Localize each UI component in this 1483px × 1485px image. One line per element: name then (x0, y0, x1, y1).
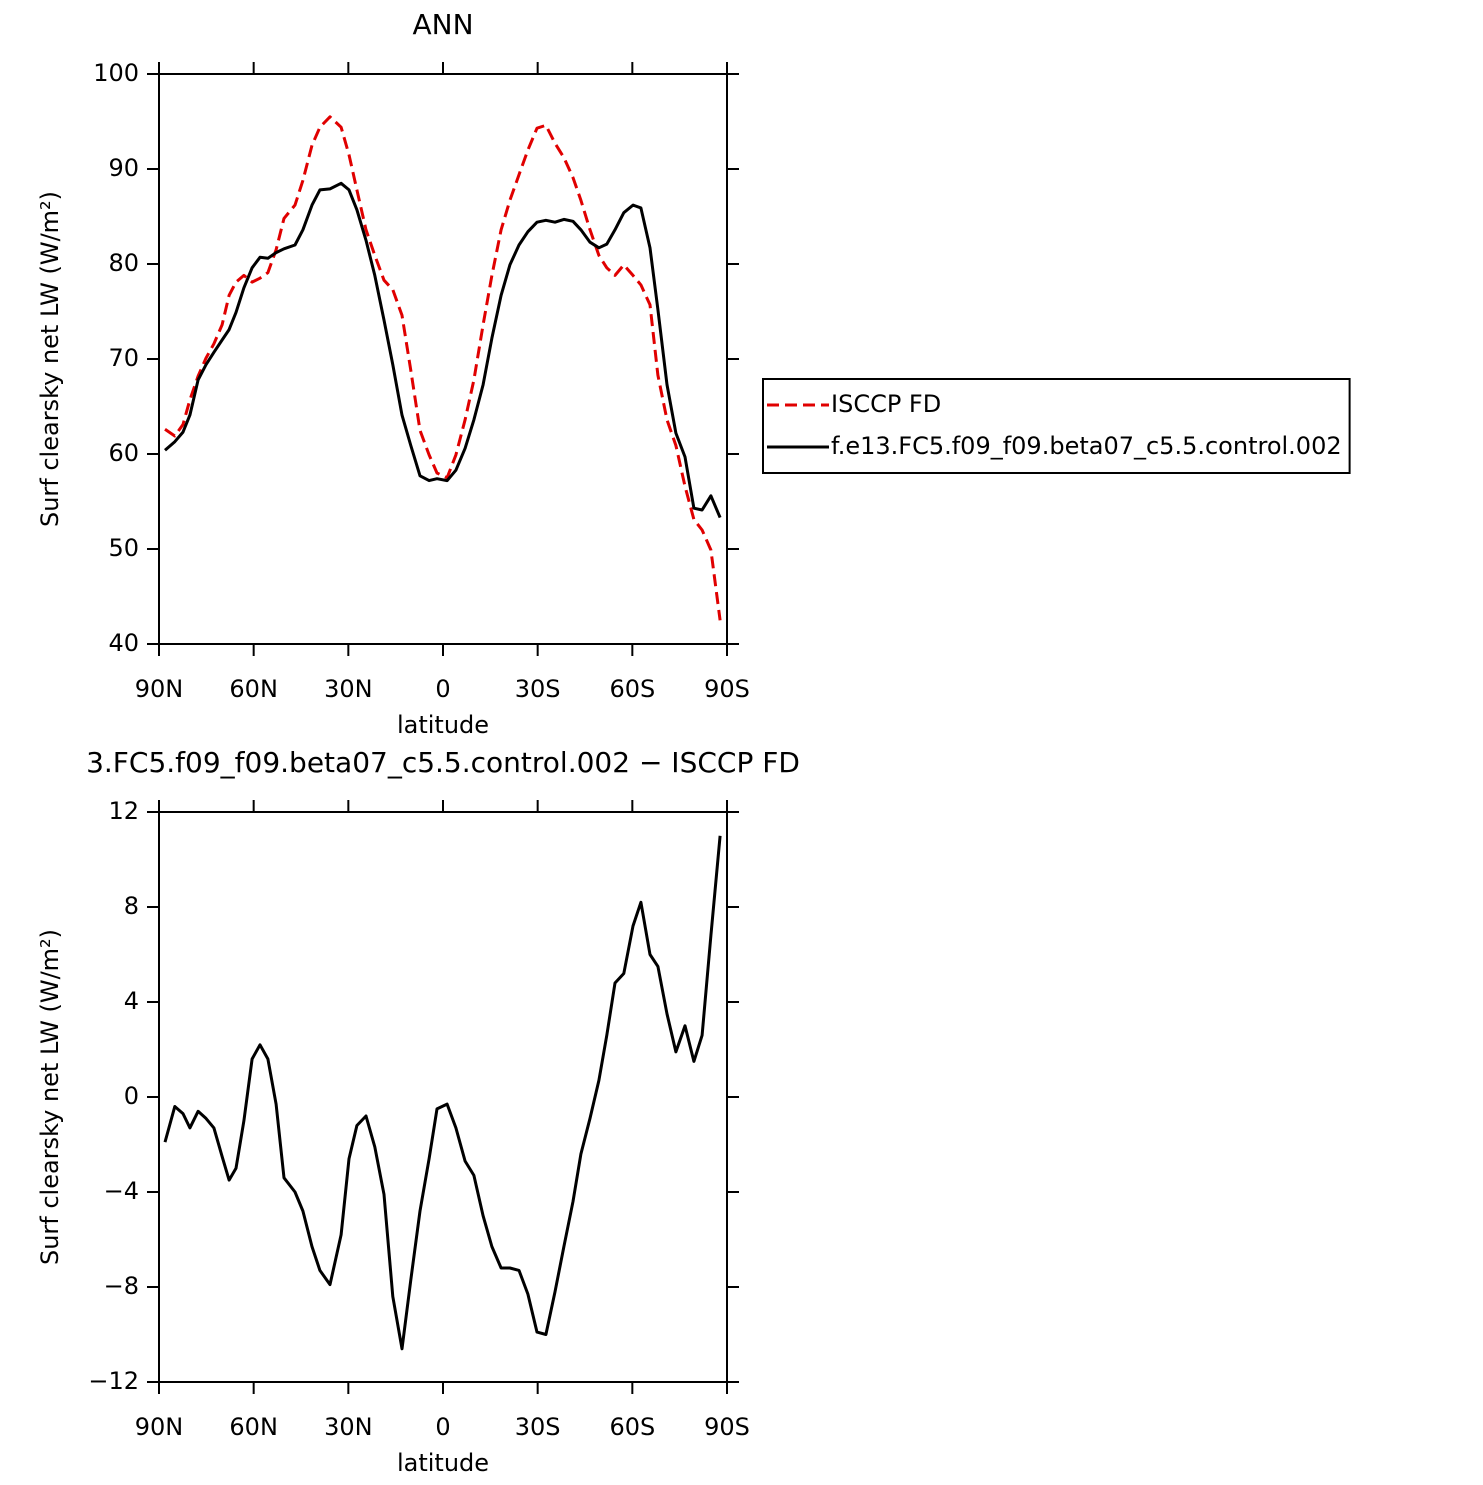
legend-label: ISCCP FD (831, 390, 941, 418)
y-tick-label: 100 (93, 59, 139, 87)
x-tick-label: 30S (515, 1413, 561, 1441)
y-tick-label: 12 (108, 797, 139, 825)
x-tick-label: 30N (324, 675, 373, 703)
y-axis-label: Surf clearsky net LW (W/m²) (36, 929, 64, 1265)
x-tick-label: 90S (704, 675, 750, 703)
y-tick-label: 80 (108, 249, 139, 277)
y-tick-label: −4 (104, 1177, 139, 1205)
x-axis-label: latitude (397, 711, 489, 739)
x-axis-label: latitude (397, 1449, 489, 1477)
y-tick-label: 50 (108, 534, 139, 562)
x-tick-label: 0 (435, 1413, 450, 1441)
x-tick-label: 30S (515, 675, 561, 703)
data-line (164, 181, 722, 519)
y-axis-label: Surf clearsky net LW (W/m²) (36, 191, 64, 527)
legend-label: f.e13.FC5.f09_f09.beta07_c5.5.control.00… (831, 432, 1342, 460)
x-tick-label: 90S (704, 1413, 750, 1441)
plot-frame (158, 811, 728, 1383)
y-tick-label: 0 (124, 1082, 139, 1110)
y-tick-label: 8 (124, 892, 139, 920)
y-tick-label: −8 (104, 1272, 139, 1300)
y-tick-label: −12 (88, 1367, 139, 1395)
y-tick-label: 4 (124, 987, 139, 1015)
y-tick-label: 90 (108, 154, 139, 182)
legend-frame (762, 378, 1351, 474)
chart-title: 3.FC5.f09_f09.beta07_c5.5.control.002 − … (86, 746, 800, 779)
legend: ISCCP FD f.e13.FC5.f09_f09.beta07_c5.5.co… (762, 378, 1351, 474)
x-tick-label: 60S (609, 675, 655, 703)
y-tick-label: 40 (108, 629, 139, 657)
x-tick-label: 60N (229, 675, 278, 703)
x-tick-label: 0 (435, 675, 450, 703)
x-tick-label: 60N (229, 1413, 278, 1441)
x-tick-label: 30N (324, 1413, 373, 1441)
y-tick-label: 70 (108, 344, 139, 372)
x-tick-label: 90N (135, 1413, 184, 1441)
plot-frame (158, 73, 728, 645)
x-tick-label: 60S (609, 1413, 655, 1441)
x-tick-label: 90N (135, 675, 184, 703)
data-line (164, 115, 722, 621)
data-line (163, 835, 722, 1351)
chart-title: ANN (412, 8, 473, 41)
y-tick-label: 60 (108, 439, 139, 467)
